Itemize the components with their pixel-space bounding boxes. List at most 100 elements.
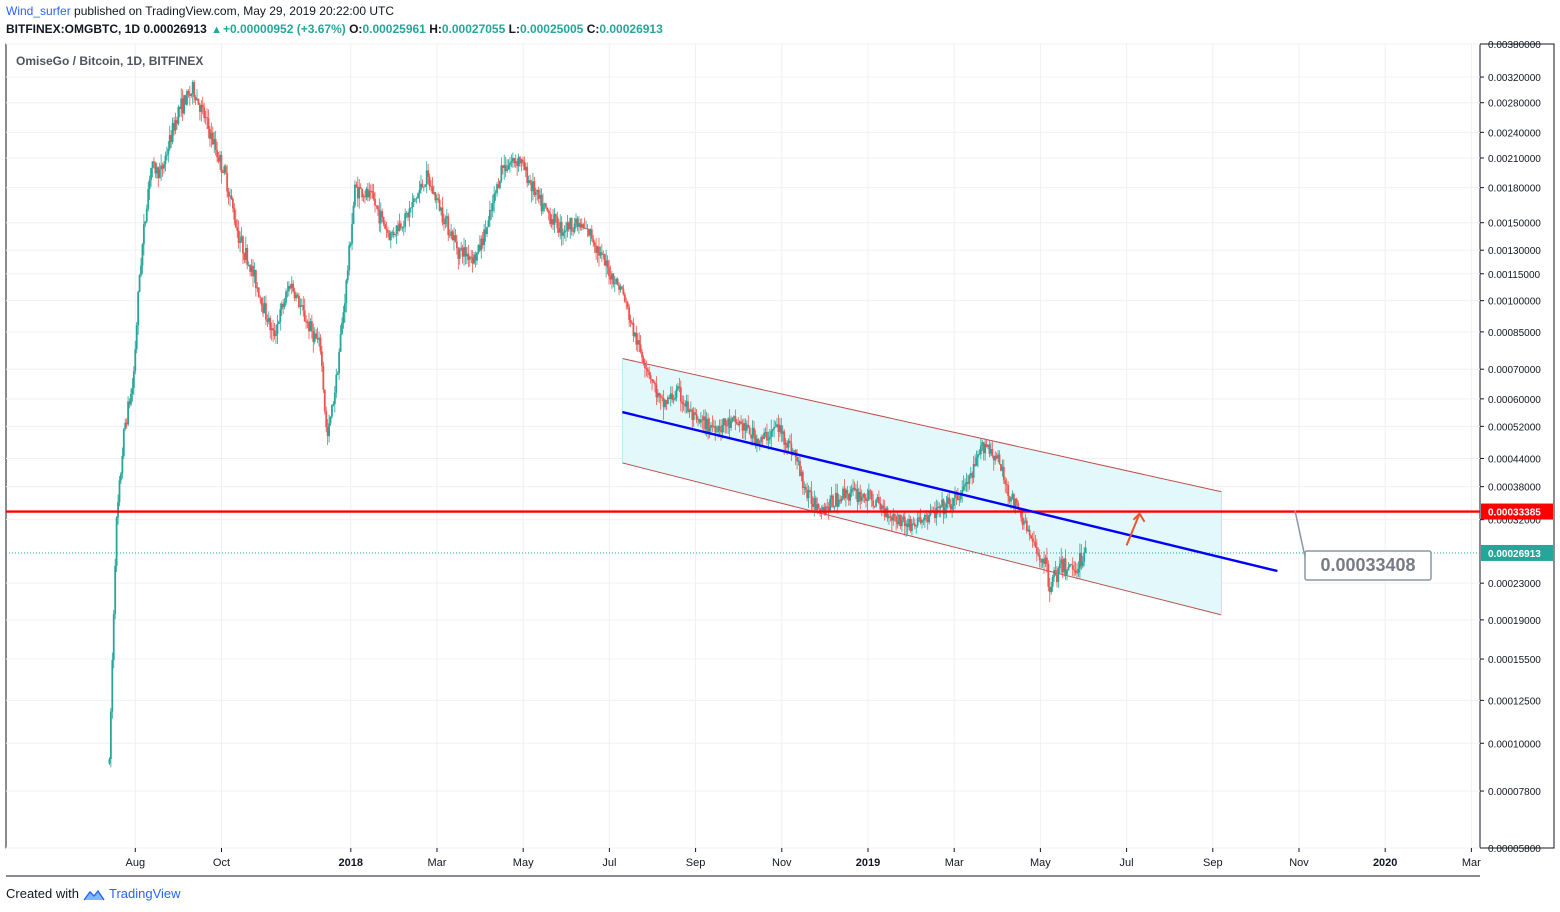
candle-body-down [856,489,859,502]
candle-body-down [1002,466,1005,481]
candle-body-down [1005,484,1008,485]
candle-body-up [1081,561,1084,567]
channel-upper-line [622,358,1222,493]
candle-body-down [1017,502,1020,509]
candle-body-up [276,323,279,335]
candle-body-down [1012,493,1015,509]
candle-body-up [543,203,546,205]
candle-body-up [503,165,506,168]
candle-body-up [415,198,418,200]
candle-body-up [615,278,618,284]
candle-body-up [784,442,787,445]
candle-body-up [287,285,290,291]
candle-body-up [219,154,221,162]
candle-body-up [758,441,761,444]
candle-body-up [1078,552,1081,569]
candle-body-up [813,498,816,507]
candle-body-up [168,135,171,149]
candle-body-up [1027,529,1030,531]
candle-body-up [313,333,316,342]
candle-body-up [840,498,843,502]
candle-body-up [636,340,639,345]
candle-body-up [171,122,174,143]
candle-body-up [787,440,790,448]
candle-body-down [598,246,600,256]
candle-body-up [114,565,117,615]
candle-body-down [430,186,432,188]
candle-body-down [629,320,632,323]
candle-body-down [530,182,533,192]
candle-body-up [121,455,124,474]
candle-body-down [1056,574,1058,583]
candle-body-up [1063,558,1066,573]
candle-body-down [836,492,839,507]
candle-body-up [280,303,283,310]
candle-body-down [612,273,615,285]
candle-body-up [577,223,580,227]
candle-body-down [203,107,206,119]
author-link[interactable]: Wind_surfer [6,4,71,18]
candle-body-up [223,166,226,173]
candle-body-up [837,499,840,507]
candle-body-up [1024,520,1027,522]
published-text: published on TradingView.com, May 29, 20… [74,4,395,18]
candle-body-up [135,325,138,350]
tradingview-link[interactable]: TradingView [108,886,181,901]
candle-body-down [638,340,641,345]
candle-body-up [424,184,427,187]
candle-body-up [599,252,602,256]
candle-body-down [1073,569,1076,571]
candle-body-down [298,295,300,308]
candle-body-up [180,98,183,110]
candle-body-down [626,302,629,308]
publish-info: Wind_surfer published on TradingView.com… [6,4,394,18]
candle-body-up [689,409,692,411]
candle-body-up [936,506,939,508]
candle-body-down [305,321,308,323]
candle-body-up [267,317,270,322]
candle-body-up [918,517,921,519]
candle-body-up [946,497,949,504]
candle-body-up [717,426,720,432]
candle-body-up [778,425,781,432]
candle-body-up [256,287,259,289]
candle-body-up [453,235,455,241]
candle-body-down [308,321,310,332]
candle-body-up [402,226,405,228]
candle-body-up [379,211,382,224]
candle-body-down [694,412,697,415]
candle-body-down [260,297,263,306]
candle-body-down [1034,542,1037,548]
candle-body-up [902,516,905,520]
candle-body-down [789,440,791,444]
candle-body-up [773,427,776,429]
candle-body-up [682,403,685,405]
candle-body-up [797,460,800,462]
candle-body-up [768,436,771,440]
candle-body-down [431,186,434,194]
candle-body-down [847,493,850,501]
candle-body-down [859,491,862,501]
candle-body-down [648,371,651,376]
candle-body-up [979,445,982,455]
candle-body-down [125,422,128,425]
candle-body-up [389,232,392,241]
candle-body-up [830,495,833,499]
candle-body-down [470,256,473,258]
candle-body-down [257,287,260,297]
candle-body-up [348,245,351,271]
candle-body-down [374,198,376,206]
candle-body-up [916,518,919,526]
candle-body-down [312,330,315,342]
candle-body-up [842,488,844,499]
candle-body-down [197,98,200,105]
candle-body-down [790,443,793,455]
candle-body-up [460,247,463,249]
candle-body-down [366,188,369,198]
candle-body-up [1058,563,1061,569]
candle-body-down [211,132,214,145]
candle-body-up [994,455,997,461]
candle-body-up [710,425,712,429]
candle-body-up [829,498,832,512]
